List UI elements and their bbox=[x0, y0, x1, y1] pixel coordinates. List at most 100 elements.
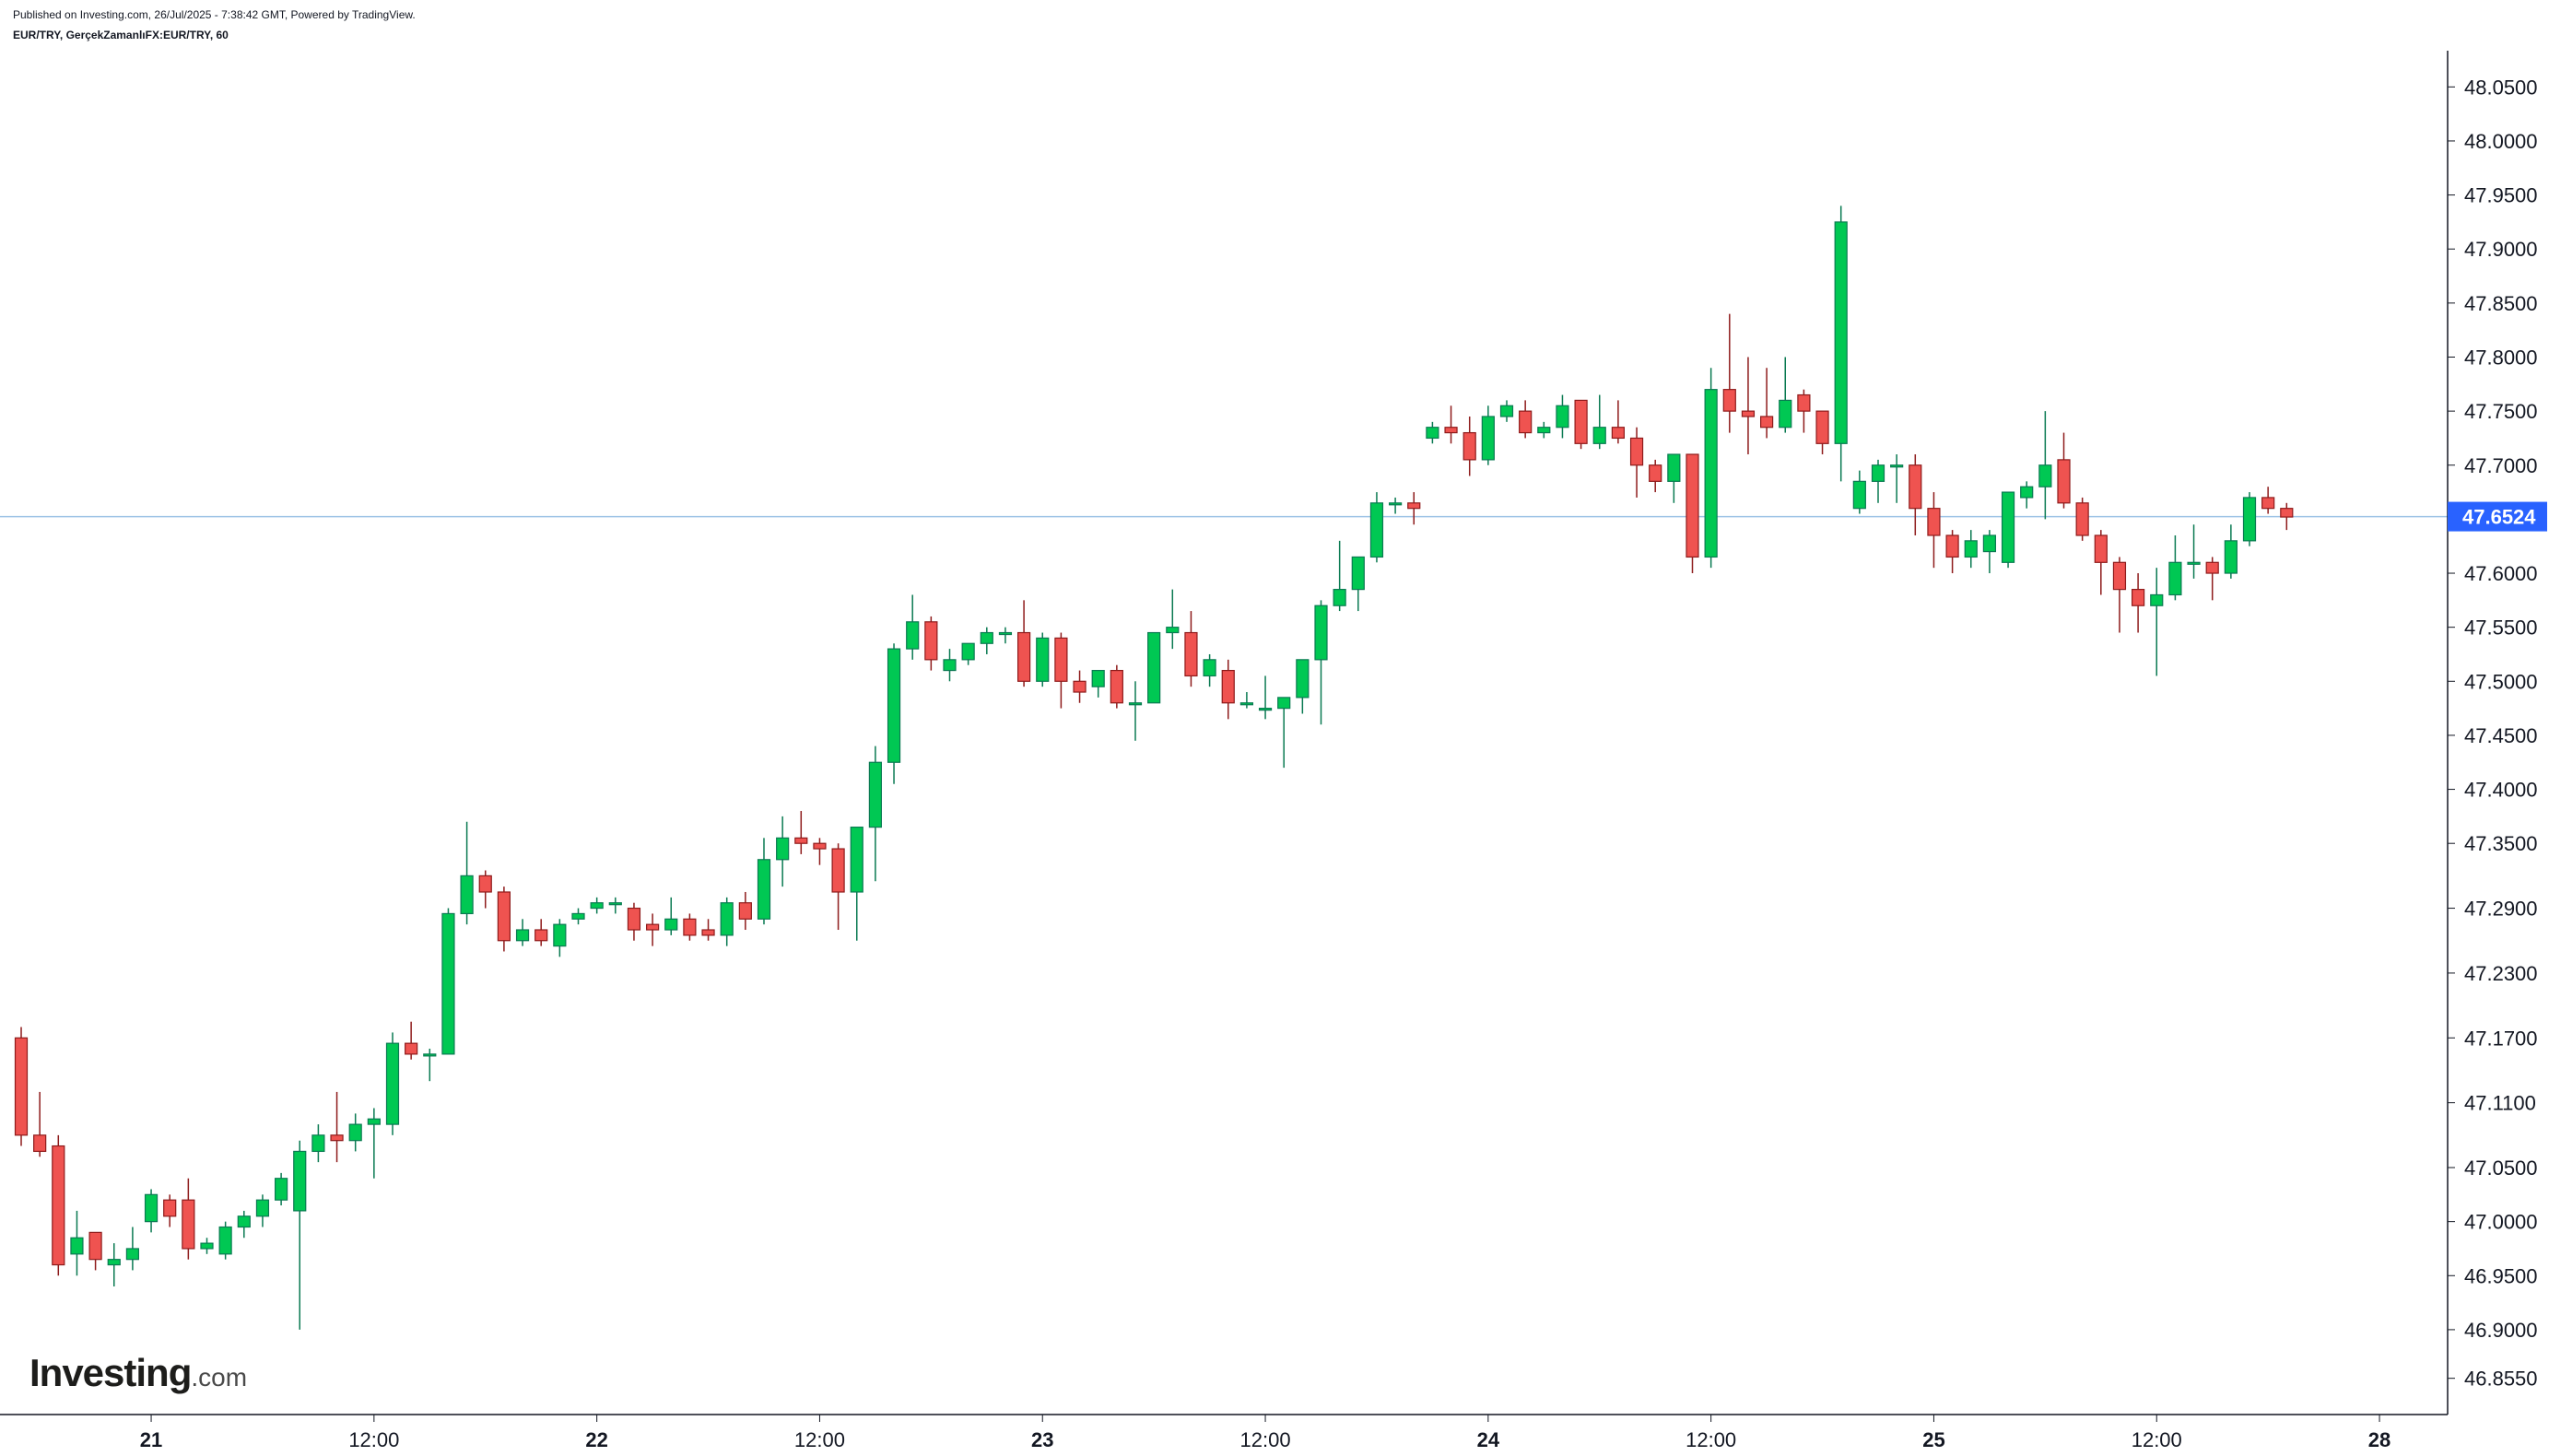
candle-down bbox=[497, 887, 511, 952]
time-tick-label: 22 bbox=[585, 1428, 607, 1451]
candle-body bbox=[1815, 410, 1829, 444]
candle-up bbox=[571, 908, 585, 925]
candle-body bbox=[70, 1237, 84, 1255]
candle-up bbox=[850, 827, 863, 941]
price-tick-label: 47.4500 bbox=[2464, 724, 2538, 747]
candle-body bbox=[924, 621, 938, 661]
candle-body bbox=[2075, 502, 2089, 536]
candle-body bbox=[1369, 502, 1384, 558]
candle-down bbox=[478, 870, 492, 909]
candle-up bbox=[1556, 394, 1569, 439]
candle-body bbox=[1166, 627, 1180, 634]
candle-body bbox=[2038, 464, 2052, 487]
candle-down bbox=[924, 616, 938, 671]
candle-body bbox=[2205, 561, 2219, 574]
price-axis: 46.8550 46.9000 46.9500 47.0000 47.0500 47.11… bbox=[2447, 51, 2538, 1415]
candle-body bbox=[1982, 534, 1996, 553]
candle-body bbox=[1128, 702, 1143, 706]
last-price-tag-label: 47.6524 bbox=[2462, 506, 2536, 529]
candle-down bbox=[2205, 557, 2219, 601]
candle-up bbox=[255, 1194, 270, 1227]
candle-body bbox=[534, 929, 548, 942]
candle-body bbox=[144, 1193, 159, 1223]
candle-body bbox=[515, 929, 530, 942]
price-tick-label: 47.0500 bbox=[2464, 1157, 2538, 1180]
candle-body bbox=[2150, 593, 2164, 606]
candle-body bbox=[237, 1215, 251, 1228]
chart-header: Published on Investing.com, 26/Jul/2025 … bbox=[13, 7, 416, 42]
candle-up bbox=[1296, 659, 1310, 714]
candle-body bbox=[1629, 437, 1644, 466]
time-tick-label: 12:00 bbox=[1686, 1428, 1736, 1451]
candle-up bbox=[460, 821, 474, 925]
candle-body bbox=[850, 827, 863, 893]
price-tick-label: 47.6000 bbox=[2464, 562, 2538, 585]
candle-up bbox=[961, 642, 975, 665]
candle-down bbox=[831, 843, 845, 931]
candle-down bbox=[1909, 454, 1922, 535]
price-tick-label: 47.5000 bbox=[2464, 670, 2538, 693]
candle-down bbox=[1073, 670, 1087, 703]
time-tick-label: 12:00 bbox=[348, 1428, 399, 1451]
price-tick-label: 47.5500 bbox=[2464, 616, 2538, 640]
candle-down bbox=[738, 891, 752, 931]
candle-body bbox=[405, 1042, 418, 1055]
candle-down bbox=[1611, 400, 1626, 444]
price-tick-label: 47.0000 bbox=[2464, 1211, 2538, 1234]
candle-body bbox=[1927, 508, 1941, 536]
candle-body bbox=[1722, 389, 1736, 412]
candle-up bbox=[720, 897, 734, 946]
candle-up bbox=[776, 816, 790, 887]
candle-body bbox=[255, 1199, 270, 1217]
candle-body bbox=[1741, 410, 1756, 417]
candle-up bbox=[275, 1172, 288, 1206]
candle-body bbox=[2242, 497, 2257, 542]
time-tick-label: 24 bbox=[1477, 1428, 1500, 1451]
candle-up bbox=[367, 1108, 381, 1179]
candle-down bbox=[794, 811, 808, 854]
candle-up bbox=[311, 1124, 325, 1163]
candle-down bbox=[2280, 502, 2294, 531]
candle-up bbox=[1779, 357, 1792, 433]
candle-body bbox=[1444, 427, 1458, 434]
candle-down bbox=[627, 902, 641, 941]
candle-body bbox=[2132, 589, 2145, 606]
price-tick-label: 47.9000 bbox=[2464, 238, 2538, 261]
candle-down bbox=[1519, 400, 1533, 439]
candle-down bbox=[1945, 530, 1959, 574]
candle-up bbox=[980, 627, 993, 654]
time-tick-label: 21 bbox=[140, 1428, 162, 1451]
price-tick-label: 48.0500 bbox=[2464, 76, 2538, 99]
candle-body bbox=[2168, 561, 2182, 596]
candle-body bbox=[1686, 453, 1699, 558]
candle-down bbox=[330, 1091, 344, 1163]
candle-body bbox=[1704, 389, 1718, 558]
candle-body bbox=[906, 621, 920, 650]
candle-body bbox=[1759, 416, 1774, 429]
candle-body bbox=[218, 1226, 232, 1255]
candle-body bbox=[701, 929, 715, 936]
candle-body bbox=[441, 912, 455, 1055]
candle-body bbox=[1611, 427, 1626, 440]
candle-body bbox=[14, 1037, 29, 1136]
candle-up bbox=[1166, 589, 1180, 650]
candle-down bbox=[1407, 492, 1421, 525]
candle-up bbox=[348, 1113, 362, 1152]
candle-body bbox=[1779, 399, 1792, 429]
candle-body bbox=[2280, 508, 2294, 518]
candle-down bbox=[2094, 530, 2108, 595]
candle-up bbox=[1091, 669, 1105, 698]
candle-up bbox=[107, 1243, 121, 1287]
last-price-tag bbox=[2448, 501, 2547, 532]
candle-body bbox=[163, 1199, 177, 1217]
candle-up bbox=[2038, 411, 2052, 520]
candle-body bbox=[2020, 486, 2034, 499]
candle-up bbox=[1499, 400, 1514, 422]
candle-up bbox=[608, 897, 622, 914]
candle-body bbox=[664, 918, 678, 931]
candle-down bbox=[33, 1091, 47, 1157]
candle-up bbox=[2242, 492, 2257, 546]
price-tick-label: 46.8550 bbox=[2464, 1368, 2538, 1391]
candle-up bbox=[1481, 405, 1495, 465]
